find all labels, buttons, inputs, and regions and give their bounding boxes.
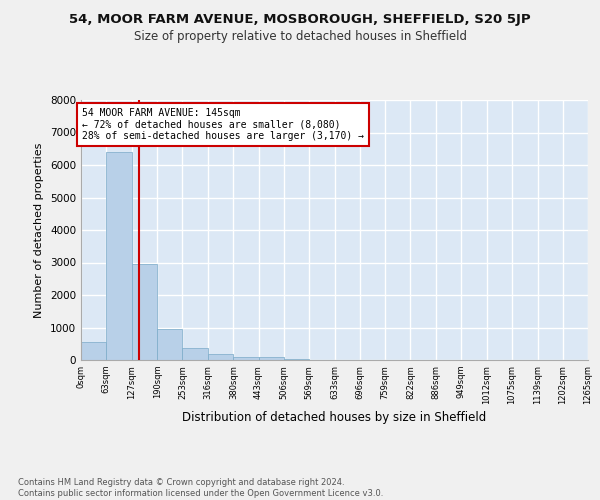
Bar: [132, 264, 157, 360]
Text: Size of property relative to detached houses in Sheffield: Size of property relative to detached ho…: [133, 30, 467, 43]
Text: 54 MOOR FARM AVENUE: 145sqm
← 72% of detached houses are smaller (8,080)
28% of : 54 MOOR FARM AVENUE: 145sqm ← 72% of det…: [82, 108, 364, 142]
Text: 54, MOOR FARM AVENUE, MOSBOROUGH, SHEFFIELD, S20 5JP: 54, MOOR FARM AVENUE, MOSBOROUGH, SHEFFI…: [69, 12, 531, 26]
Bar: [81, 342, 106, 360]
Bar: [106, 152, 132, 360]
Text: Contains HM Land Registry data © Crown copyright and database right 2024.
Contai: Contains HM Land Registry data © Crown c…: [18, 478, 383, 498]
Bar: [182, 348, 208, 360]
Bar: [284, 359, 309, 360]
Bar: [233, 357, 259, 360]
Bar: [259, 358, 284, 360]
Bar: [157, 329, 182, 360]
X-axis label: Distribution of detached houses by size in Sheffield: Distribution of detached houses by size …: [182, 411, 487, 424]
Bar: [208, 354, 233, 360]
Y-axis label: Number of detached properties: Number of detached properties: [34, 142, 44, 318]
